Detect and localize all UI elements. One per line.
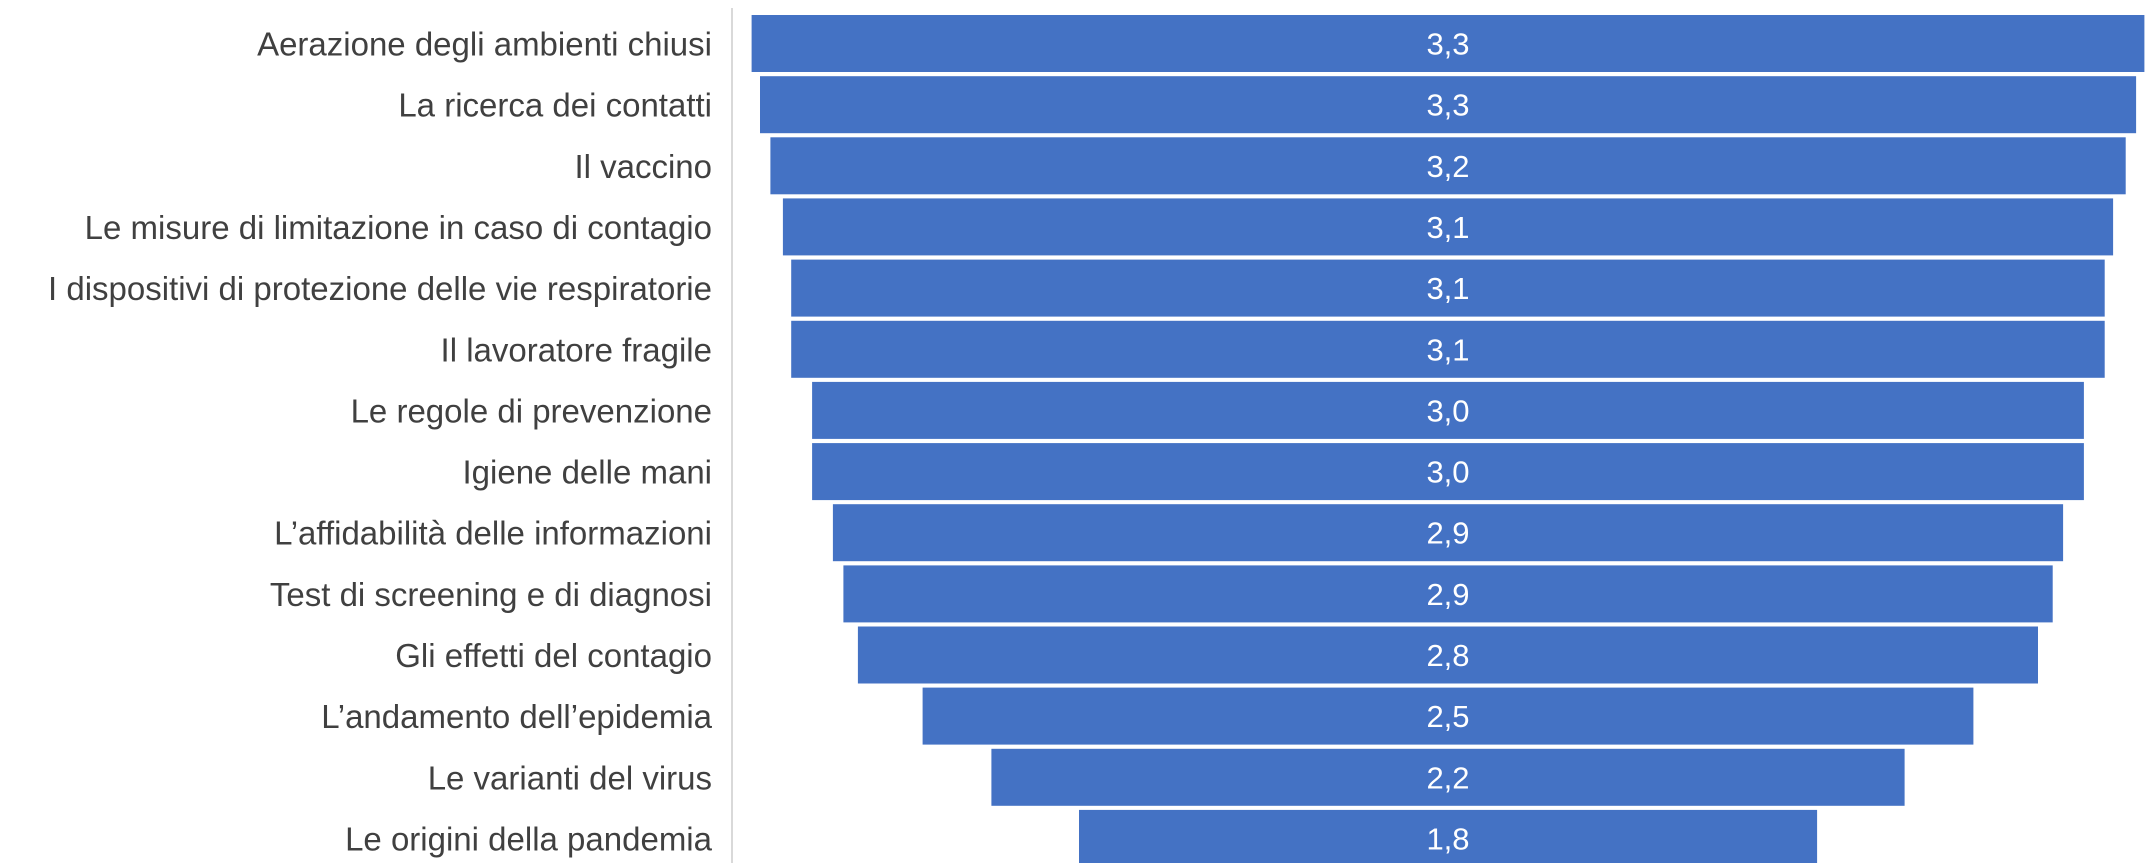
bar-value-label: 2,8 (1426, 638, 1469, 673)
category-label: Test di screening e di diagnosi (270, 576, 712, 613)
funnel-bar (782, 198, 2114, 256)
funnel-bar (770, 137, 2126, 195)
funnel-bar (791, 320, 2105, 378)
bar-value-label: 3,2 (1426, 149, 1469, 184)
bar-value-label: 3,3 (1426, 88, 1469, 123)
funnel-bar (922, 687, 1974, 745)
bar-value-label: 3,3 (1426, 27, 1469, 62)
category-label: Le misure di limitazione in caso di cont… (85, 209, 712, 246)
funnel-bar (843, 565, 2053, 623)
bars-group (751, 15, 2145, 863)
bar-value-label: 2,5 (1426, 699, 1469, 734)
funnel-bar (760, 76, 2137, 134)
category-label: Le regole di prevenzione (351, 392, 712, 429)
funnel-bar (991, 748, 1905, 806)
category-label: L’affidabilità delle informazioni (274, 515, 712, 552)
bar-value-label: 3,1 (1426, 271, 1469, 306)
bar-value-label: 2,9 (1426, 577, 1469, 612)
funnel-bar (751, 15, 2145, 72)
category-label: L’andamento dell’epidemia (321, 698, 712, 735)
category-label: La ricerca dei contatti (398, 87, 712, 124)
funnel-bar (791, 259, 2105, 317)
category-label: Il lavoratore fragile (441, 331, 712, 368)
bar-value-label: 3,1 (1426, 332, 1469, 367)
category-labels-group: Aerazione degli ambienti chiusi La ricerc… (48, 26, 713, 858)
funnel-bar (832, 504, 2064, 562)
bar-value-label: 2,9 (1426, 516, 1469, 551)
value-labels-group: 3,3 3,3 3,2 3,1 3,1 3,1 3,0 3,0 2,9 2,9 2,8 2,5 2,2 1… (1426, 27, 1469, 857)
bar-value-label: 2,2 (1426, 760, 1469, 795)
funnel-bar (812, 443, 2084, 501)
category-label: Aerazione degli ambienti chiusi (257, 26, 712, 63)
category-label: Le varianti del virus (428, 759, 712, 796)
category-label: I dispositivi di protezione delle vie re… (48, 270, 712, 307)
funnel-bar (812, 381, 2084, 439)
category-label: Igiene delle mani (463, 454, 713, 491)
bar-value-label: 3,0 (1426, 455, 1469, 490)
category-label: Il vaccino (574, 148, 712, 185)
bar-value-label: 3,1 (1426, 210, 1469, 245)
funnel-bar (857, 626, 2038, 684)
bar-value-label: 3,0 (1426, 393, 1469, 428)
category-label: Gli effetti del contagio (395, 637, 712, 674)
category-label: Le origini della pandemia (345, 820, 713, 857)
bar-value-label: 1,8 (1426, 821, 1469, 856)
funnel-bar (1079, 809, 1818, 863)
